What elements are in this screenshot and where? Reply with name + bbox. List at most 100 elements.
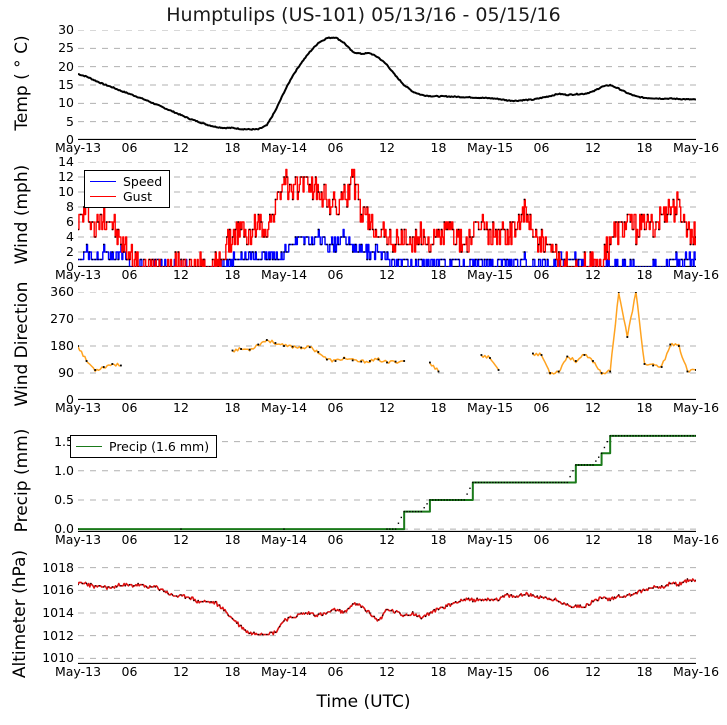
data-point [506,593,508,595]
temp-xtick: 12 [173,140,189,155]
data-point [615,435,617,437]
data-point [274,198,277,201]
data-point [271,213,274,216]
data-point [566,266,568,267]
data-point [183,258,185,261]
data-point [177,251,179,253]
data-point [635,243,637,246]
altimeter-plot-area [78,562,696,664]
data-point [339,609,341,611]
wind-ytick: 10 [58,184,74,199]
data-point [94,236,96,238]
data-point [669,343,672,346]
altimeter-ytick: 1018 [42,559,74,575]
winddir-xtick: 18 [224,400,241,415]
data-point [620,435,623,437]
data-point [669,258,671,261]
data-point [426,243,428,246]
data-point [240,228,242,231]
data-point [303,176,305,178]
precip-plot-area [78,430,696,532]
data-point [331,198,334,201]
data-point [91,221,94,223]
data-point [386,609,388,611]
data-point [477,228,480,231]
data-point [675,213,677,216]
data-point [219,604,221,606]
data-point [150,586,152,588]
data-point [334,360,337,362]
data-point [497,228,500,231]
data-point [283,620,285,622]
data-point [489,357,491,359]
data-point [546,481,548,484]
data-point [114,236,116,238]
data-point [686,435,689,437]
temp-xtick: 12 [585,140,601,155]
data-point [85,243,88,246]
data-point [163,590,165,593]
data-point [580,266,583,267]
data-point [184,597,186,599]
data-point [526,213,528,216]
data-point [615,266,617,267]
precip-xtick: May-14 [260,532,308,547]
altimeter-xtick: 12 [585,664,601,679]
legend-swatch-speed [90,181,116,182]
data-point [426,503,428,505]
data-point [380,228,382,231]
data-point [526,481,528,484]
wind-xtick: 06 [533,267,550,282]
data-point [226,258,228,261]
data-point [675,435,677,437]
data-point [540,354,543,356]
data-point [157,258,159,261]
winddir-xtick: 12 [173,400,189,415]
data-point [655,266,657,267]
temp-xtick: 18 [430,140,447,155]
data-point [180,594,182,596]
data-point [648,587,650,589]
temp-xtick: May-16 [672,140,720,155]
data-point [646,266,649,267]
data-point [407,614,410,616]
series-line [532,292,696,375]
data-point [495,266,497,267]
data-point [575,464,577,466]
wind-ytick: 0 [66,259,74,274]
data-point [102,366,105,368]
data-point [497,258,500,261]
data-point [626,435,629,437]
data-point [686,578,689,580]
data-point [174,251,176,253]
data-point [449,221,451,223]
precip-xtick: 12 [173,532,189,547]
data-point [429,266,431,267]
page-title: Humptulips (US-101) 05/13/16 - 05/15/16 [166,4,561,26]
data-point [394,611,397,613]
data-point [579,604,581,606]
legend-swatch-gust [90,196,116,197]
data-point [689,435,691,437]
wind-ytick: 4 [66,229,74,244]
wind-legend: Speed Gust [84,170,171,208]
data-point [517,266,520,267]
data-point [117,258,119,261]
data-point [311,198,314,201]
data-point [406,258,408,261]
data-point [237,221,239,223]
data-point [260,258,262,261]
data-point [400,228,403,231]
data-point [211,258,214,261]
data-point [306,236,308,238]
data-point [678,198,680,201]
data-point [480,481,483,484]
panel-wind-direction: Wind Direction 0 90 180 270 360 [0,282,727,406]
data-point [523,251,526,253]
data-point [186,266,188,267]
data-point [248,348,251,351]
data-point [492,266,494,267]
winddir-ytick: 90 [58,365,74,380]
altimeter-xtick: 18 [636,664,653,679]
winddir-ytick: 270 [50,311,74,326]
